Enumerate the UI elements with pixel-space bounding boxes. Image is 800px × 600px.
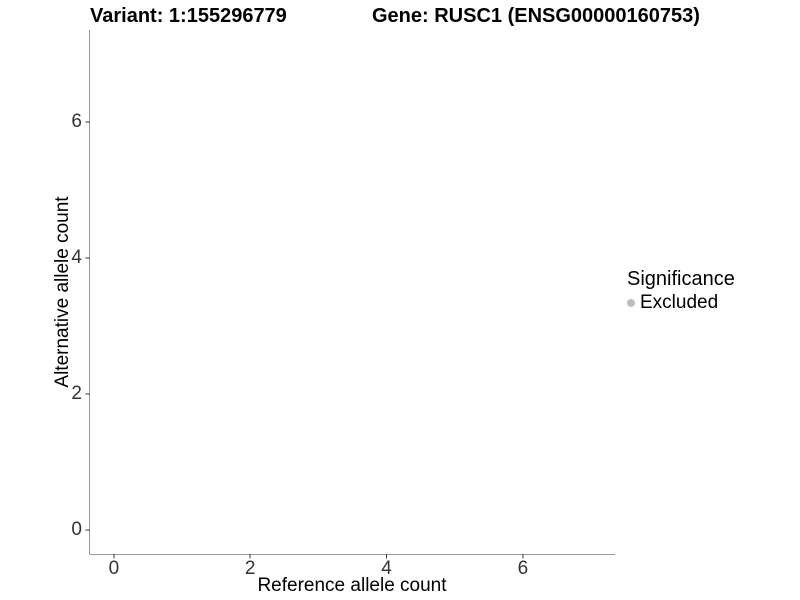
x-tick-label: 4: [381, 558, 392, 579]
legend-entry: Excluded: [627, 292, 735, 314]
y-axis-title: Alternative allele count: [52, 196, 73, 388]
plot-panel: [90, 30, 615, 554]
plot-title-variant: Variant: 1:155296779: [90, 5, 287, 27]
y-tick-label: 6: [71, 110, 82, 132]
legend-entries: Excluded: [627, 292, 735, 314]
legend-title: Significance: [627, 268, 735, 290]
x-axis-title: Reference allele count: [257, 575, 447, 596]
y-tick-label: 0: [71, 519, 82, 541]
x-tick-label: 6: [517, 558, 529, 579]
y-tick-label: 2: [71, 383, 82, 405]
plot-title-gene: Gene: RUSC1 (ENSG00000160753): [372, 5, 700, 27]
legend: Significance Excluded: [627, 268, 735, 314]
y-tick-label: 4: [71, 246, 82, 268]
x-tick-label: 2: [244, 558, 256, 579]
legend-entry-label: Excluded: [640, 292, 719, 313]
legend-marker-circle-icon: [627, 299, 635, 307]
x-tick-label: 0: [108, 558, 120, 579]
